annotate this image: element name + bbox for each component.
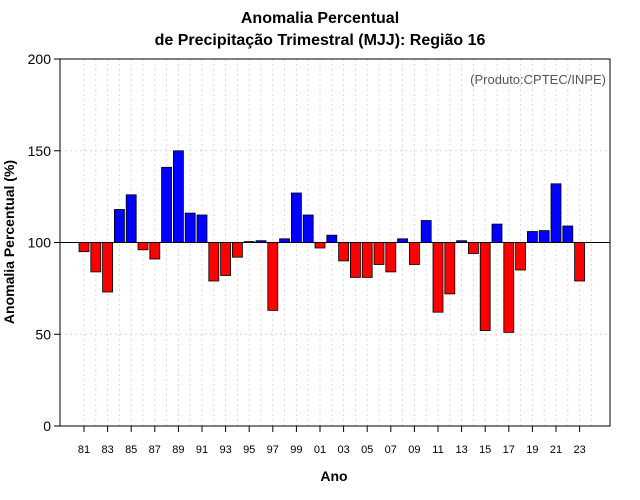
x-tick-label: 21 <box>550 444 562 456</box>
bar-88 <box>161 166 173 243</box>
x-axis-label: Ano <box>320 468 347 484</box>
bar-93 <box>220 242 232 276</box>
x-tick-label: 91 <box>196 444 208 456</box>
x-tick-label: 95 <box>243 444 255 456</box>
x-tick-label: 03 <box>337 444 349 456</box>
bar-05 <box>361 242 373 278</box>
bar-17 <box>503 242 515 333</box>
x-tick-label: 13 <box>455 444 467 456</box>
bar-14 <box>467 242 479 254</box>
y-tick-label: 100 <box>28 235 52 251</box>
bar-87 <box>149 242 161 260</box>
bar-97 <box>267 242 279 311</box>
x-tick-label: 83 <box>101 444 113 456</box>
bar-06 <box>373 242 385 265</box>
bar-04 <box>349 242 361 278</box>
bar-10 <box>420 220 432 243</box>
bar-81 <box>78 242 90 253</box>
bar-16 <box>491 223 503 243</box>
bar-08 <box>397 238 409 243</box>
bar-92 <box>208 242 220 282</box>
x-tick-label: 05 <box>361 444 373 456</box>
x-tick-label: 09 <box>408 444 420 456</box>
bar-82 <box>90 242 102 273</box>
x-tick-label: 17 <box>503 444 515 456</box>
x-tick-label: 85 <box>125 444 137 456</box>
bar-09 <box>408 242 420 265</box>
bar-20 <box>538 230 550 243</box>
x-tick-label: 93 <box>219 444 231 456</box>
bar-90 <box>184 212 196 243</box>
source-annotation: (Produto:CPTEC/INPE) <box>470 72 606 87</box>
bar-22 <box>562 225 574 243</box>
bar-15 <box>479 242 491 331</box>
bar-94 <box>231 242 243 258</box>
bar-18 <box>515 242 526 271</box>
y-tick-label: 50 <box>35 326 51 342</box>
bar-89 <box>172 150 184 244</box>
x-tick-label: 99 <box>290 444 302 456</box>
bar-12 <box>444 242 456 295</box>
x-tick-label: 01 <box>314 444 326 456</box>
y-axis: 0 50 100 150 200 <box>28 51 60 434</box>
bar-11 <box>432 242 444 313</box>
chart-title-line2: de Precipitação Trimestral (MJJ): Região… <box>154 32 486 49</box>
bar-83 <box>102 242 113 293</box>
bar-00 <box>302 214 314 243</box>
x-tick-label: 07 <box>385 444 397 456</box>
bar-85 <box>125 194 137 243</box>
bar-19 <box>527 231 538 243</box>
y-tick-label: 200 <box>28 51 52 67</box>
y-tick-label: 150 <box>28 143 52 159</box>
bars-layer <box>78 150 585 333</box>
bar-01 <box>314 242 326 249</box>
x-tick-label: 97 <box>267 444 279 456</box>
x-tick-label: 81 <box>78 444 90 456</box>
bar-03 <box>338 242 350 262</box>
bar-98 <box>279 238 291 243</box>
x-tick-label: 11 <box>432 444 443 456</box>
bar-07 <box>385 242 397 273</box>
bar-91 <box>196 214 208 243</box>
bar-86 <box>137 242 149 251</box>
bar-99 <box>290 192 302 243</box>
x-tick-label: 15 <box>479 444 491 456</box>
bar-02 <box>326 234 338 243</box>
x-tick-label: 87 <box>149 444 161 456</box>
x-tick-label: 89 <box>172 444 184 456</box>
bar-84 <box>114 209 125 243</box>
x-tick-label: 19 <box>526 444 538 456</box>
y-axis-label: Anomalia Percentual (%) <box>1 160 17 324</box>
bar-21 <box>550 183 562 243</box>
bar-23 <box>574 242 585 282</box>
y-tick-label: 0 <box>43 418 51 434</box>
x-axis: 81 83 85 87 89 91 93 95 97 99 01 03 05 07 09 11 13 15 17 19… <box>78 426 586 456</box>
x-tick-label: 23 <box>573 444 585 456</box>
chart-title-line1: Anomalia Percentual <box>240 10 400 27</box>
